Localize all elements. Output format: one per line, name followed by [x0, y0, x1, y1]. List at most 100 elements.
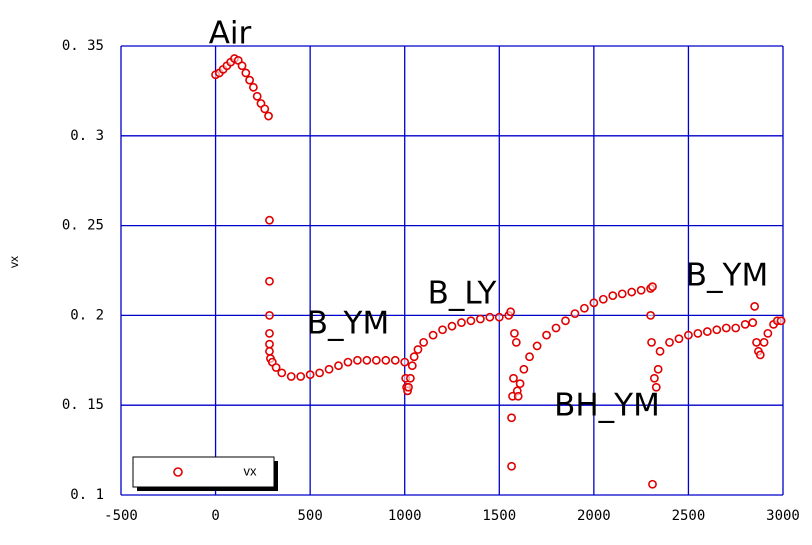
point [485, 312, 495, 322]
point [265, 310, 274, 320]
point [515, 379, 525, 389]
point [507, 413, 516, 423]
point [776, 316, 786, 326]
point [277, 368, 287, 378]
annotation: B_LY [428, 276, 497, 312]
point [475, 314, 485, 324]
point [264, 111, 273, 121]
point [265, 339, 274, 349]
point [598, 294, 608, 304]
point [510, 328, 519, 338]
point [589, 298, 599, 308]
x-tick-label: 0 [211, 508, 219, 524]
y-tick-label: 0. 2 [70, 307, 104, 323]
point [752, 337, 761, 347]
point [636, 285, 646, 295]
point [438, 325, 447, 335]
point [237, 61, 247, 71]
point [693, 328, 703, 338]
point [731, 323, 741, 333]
x-tick-label: -500 [104, 508, 138, 524]
point [509, 373, 518, 383]
point [400, 357, 410, 367]
annotation: BH_YM [554, 388, 660, 424]
point [494, 312, 504, 322]
point [428, 330, 438, 340]
y-tick-label: 0. 3 [70, 128, 104, 144]
point [748, 318, 758, 327]
point [551, 323, 561, 333]
point [655, 346, 665, 356]
point [674, 334, 684, 344]
annotation: B_YM [307, 306, 389, 342]
legend [132, 456, 275, 488]
x-tick-label: 1500 [482, 508, 516, 524]
point [324, 364, 334, 374]
point [763, 328, 773, 338]
point [315, 368, 324, 378]
point [627, 287, 637, 297]
y-tick-label: 0. 15 [62, 397, 104, 413]
x-tick-label: 3000 [766, 508, 800, 524]
point [648, 479, 657, 489]
point [506, 307, 516, 317]
point [580, 303, 589, 313]
y-tick-label: 0. 35 [62, 38, 104, 54]
point [260, 104, 270, 114]
y-tick-label: 0. 25 [62, 218, 104, 234]
point [371, 355, 381, 365]
point [245, 75, 255, 85]
point [507, 461, 516, 471]
point [265, 328, 274, 338]
x-tick-label: 1000 [388, 508, 422, 524]
point [511, 337, 521, 347]
point [413, 345, 423, 354]
point [513, 391, 523, 401]
point [296, 372, 306, 381]
point [334, 361, 343, 371]
point [665, 337, 674, 347]
point [649, 373, 659, 383]
x-tick-label: 2500 [672, 508, 706, 524]
point [265, 276, 274, 286]
point [457, 318, 466, 327]
point [750, 302, 760, 311]
point [343, 357, 353, 367]
point [653, 364, 663, 374]
point [286, 372, 296, 381]
point [648, 282, 657, 292]
point [362, 355, 372, 365]
point [651, 382, 661, 392]
annotation: B_YM [686, 258, 768, 294]
x-tick-label: 500 [297, 508, 322, 524]
point [740, 319, 750, 329]
point [241, 68, 251, 78]
annotation: Air [209, 16, 252, 52]
point [265, 346, 274, 356]
point [381, 355, 391, 365]
point [248, 82, 258, 92]
point [646, 310, 655, 320]
y-tick-label: 0. 1 [70, 487, 104, 503]
point [404, 382, 413, 392]
point [759, 337, 769, 347]
point [353, 355, 362, 365]
point [525, 352, 534, 362]
point [684, 330, 693, 340]
point [265, 215, 274, 225]
point [712, 325, 722, 335]
point [617, 289, 627, 299]
point [647, 337, 656, 347]
legend-marker [173, 467, 183, 477]
point [407, 361, 417, 371]
point [390, 355, 400, 365]
point [755, 350, 765, 360]
x-tick-label: 2000 [577, 508, 611, 524]
point [608, 291, 618, 301]
point [466, 316, 476, 326]
point [721, 323, 731, 333]
point [447, 321, 457, 331]
point [519, 364, 529, 374]
y-axis-label: vx [7, 256, 21, 268]
point [570, 309, 580, 319]
